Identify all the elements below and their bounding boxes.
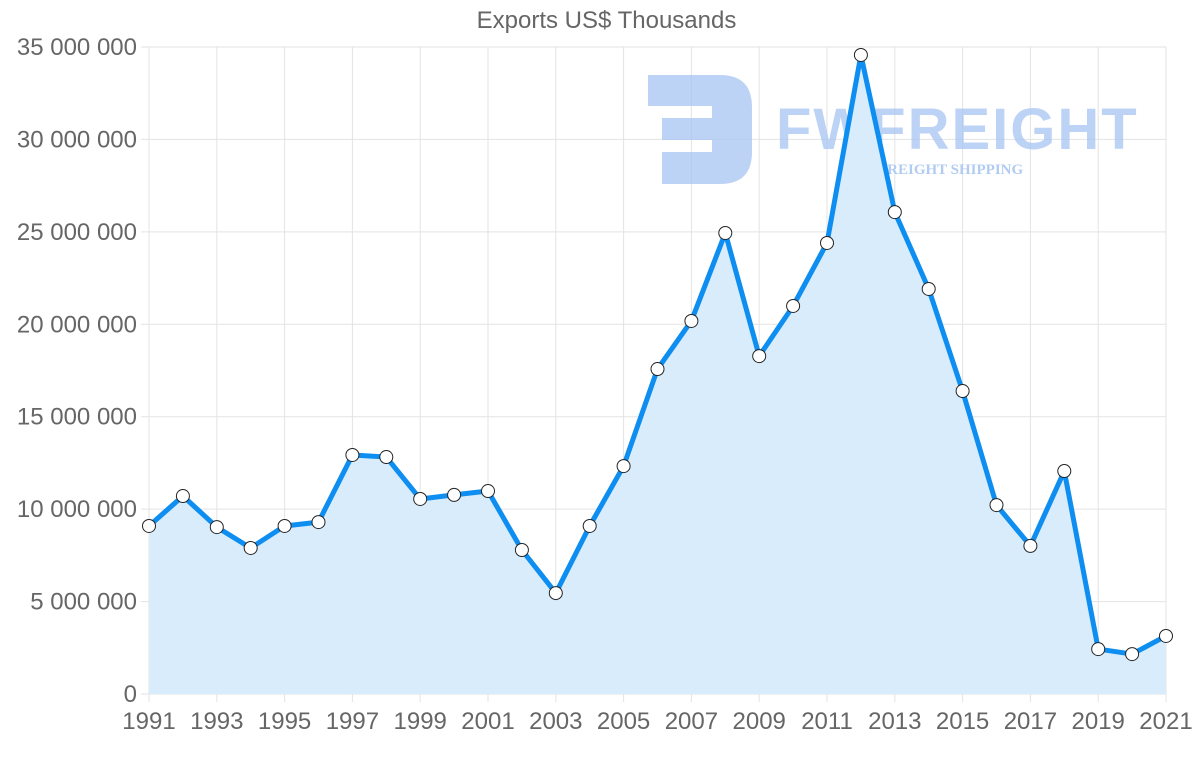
data-point-2010[interactable] bbox=[786, 298, 801, 313]
data-point-2009[interactable] bbox=[752, 349, 767, 364]
data-point-2002[interactable] bbox=[514, 542, 529, 557]
x-tick-label: 2001 bbox=[461, 708, 514, 735]
watermark-logo: FWFREIGHT FREIGHT SHIPPING bbox=[648, 75, 1139, 184]
data-point-2001[interactable] bbox=[481, 484, 495, 499]
data-point-2007[interactable] bbox=[684, 313, 699, 328]
x-tick-label: 1991 bbox=[122, 708, 175, 735]
data-point-2000[interactable] bbox=[447, 487, 462, 502]
y-tick-label: 30 000 000 bbox=[17, 126, 137, 153]
data-point-2019[interactable] bbox=[1091, 642, 1106, 657]
x-tick-label: 2013 bbox=[868, 708, 921, 735]
y-tick-label: 0 bbox=[124, 681, 137, 708]
watermark-tagline-text: FREIGHT SHIPPING bbox=[878, 162, 1023, 178]
x-tick-label: 1997 bbox=[326, 708, 379, 735]
data-point-2017[interactable] bbox=[1023, 538, 1038, 553]
x-tick-label: 2003 bbox=[529, 708, 582, 735]
data-point-1994[interactable] bbox=[243, 540, 258, 555]
y-tick-label: 5 000 000 bbox=[30, 589, 137, 616]
x-tick-label: 2017 bbox=[1004, 708, 1057, 735]
x-axis-ticks: 1991 1993 1995 1997 1999 2001 2003 2005 2007 2009… bbox=[122, 708, 1192, 735]
x-tick-label: 2009 bbox=[733, 708, 786, 735]
x-tick-label: 2015 bbox=[936, 708, 989, 735]
y-tick-label: 10 000 000 bbox=[17, 496, 137, 523]
data-point-1998[interactable] bbox=[379, 450, 394, 465]
x-tick-label: 1993 bbox=[190, 708, 243, 735]
x-tick-label: 2021 bbox=[1139, 708, 1192, 735]
data-point-2014[interactable] bbox=[921, 281, 936, 296]
data-point-2003[interactable] bbox=[548, 586, 563, 601]
x-tick-label: 2005 bbox=[597, 708, 650, 735]
x-tick-label: 2019 bbox=[1072, 708, 1125, 735]
data-points bbox=[142, 47, 1173, 662]
data-point-1995[interactable] bbox=[277, 518, 292, 533]
x-tick-label: 1999 bbox=[394, 708, 447, 735]
data-point-1992[interactable] bbox=[175, 489, 190, 504]
x-tick-label: 1995 bbox=[258, 708, 311, 735]
data-point-2005[interactable] bbox=[616, 459, 631, 474]
brand-logo-icon bbox=[648, 75, 752, 184]
data-point-1996[interactable] bbox=[311, 515, 326, 530]
data-point-2006[interactable] bbox=[650, 362, 665, 377]
data-point-2016[interactable] bbox=[989, 498, 1004, 513]
data-point-2018[interactable] bbox=[1057, 464, 1072, 479]
x-tick-label: 2011 bbox=[801, 708, 853, 735]
y-axis-ticks: 0 5 000 000 10 000 000 15 000 000 20 000 000… bbox=[17, 34, 137, 708]
data-point-2011[interactable] bbox=[820, 235, 834, 250]
y-tick-label: 15 000 000 bbox=[17, 404, 137, 431]
data-point-2015[interactable] bbox=[955, 384, 970, 399]
data-point-2008[interactable] bbox=[718, 225, 733, 240]
data-point-2020[interactable] bbox=[1125, 647, 1140, 662]
watermark-brand-text: FWFREIGHT bbox=[776, 97, 1139, 162]
x-tick-label: 2007 bbox=[665, 708, 718, 735]
data-point-2012[interactable] bbox=[853, 47, 868, 62]
y-tick-label: 35 000 000 bbox=[17, 34, 137, 61]
data-point-1997[interactable] bbox=[345, 447, 360, 462]
y-tick-label: 20 000 000 bbox=[17, 311, 137, 338]
data-point-1993[interactable] bbox=[209, 520, 224, 535]
chart-title: Exports US$ Thousands bbox=[476, 7, 737, 34]
data-point-1999[interactable] bbox=[413, 491, 428, 506]
data-point-2013[interactable] bbox=[887, 205, 902, 220]
data-point-2004[interactable] bbox=[582, 518, 597, 533]
data-point-1991[interactable] bbox=[142, 518, 156, 533]
data-point-2021[interactable] bbox=[1159, 628, 1173, 643]
y-tick-label: 25 000 000 bbox=[17, 219, 137, 246]
